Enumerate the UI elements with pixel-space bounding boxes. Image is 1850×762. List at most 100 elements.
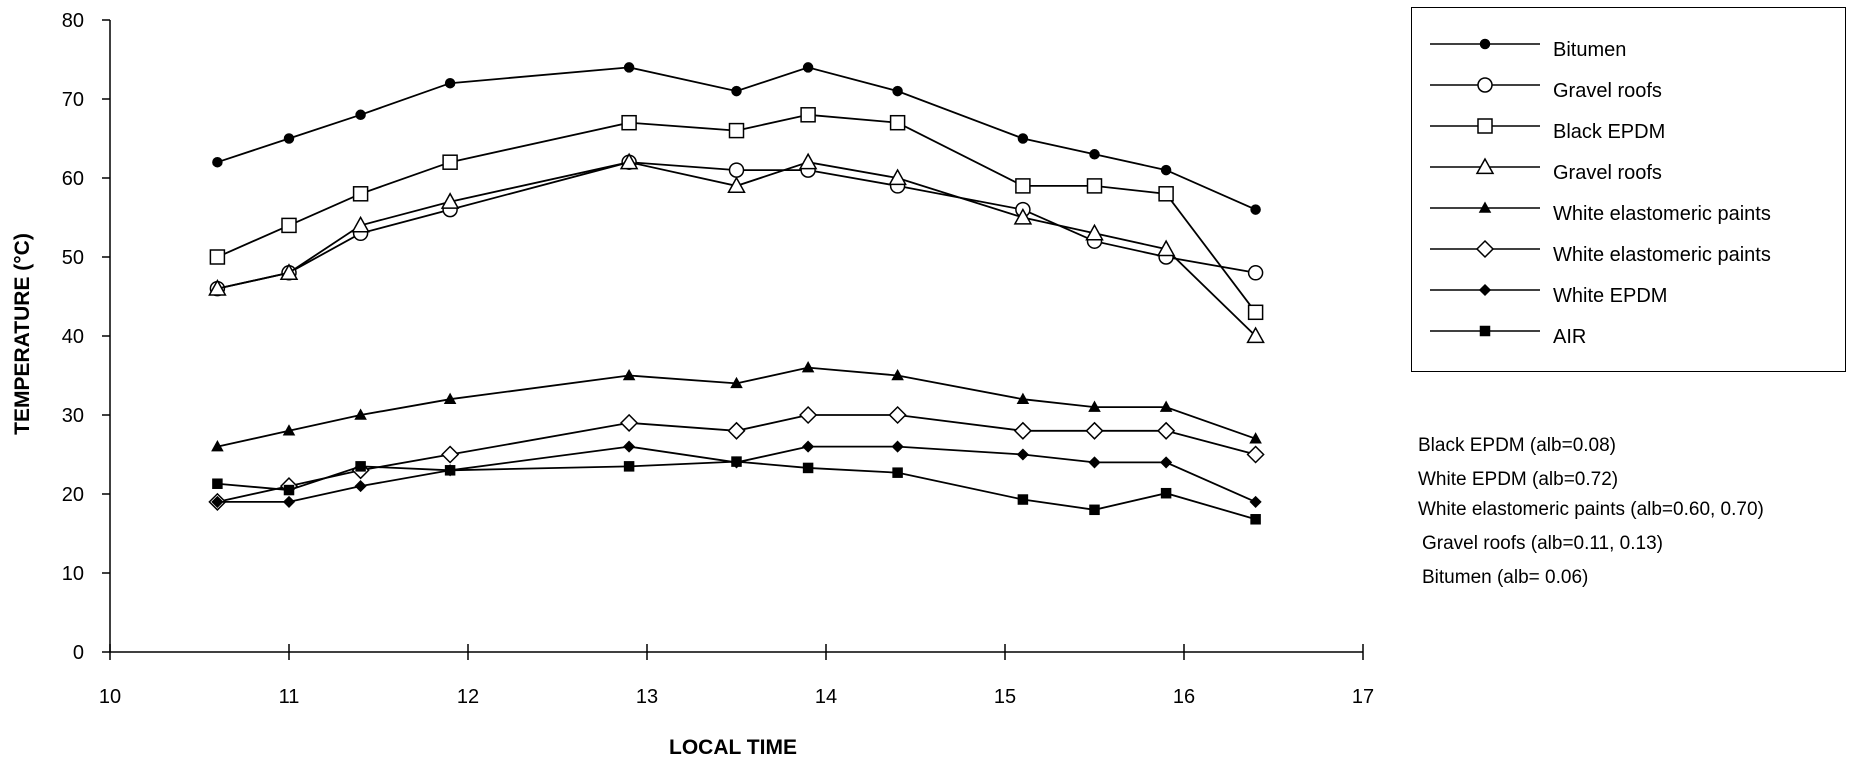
legend-swatch [1430,283,1540,297]
data-point [283,133,295,144]
data-point [1016,392,1030,404]
legend: Bitumen Gravel roofs Black EPDM Gravel roof… [1411,7,1846,372]
x-tick-label: 17 [1352,686,1374,708]
series-7 [212,456,1261,525]
data-point [1013,207,1033,225]
data-point [211,495,224,508]
data-point [281,217,297,234]
data-point [1089,504,1100,516]
data-point [282,495,296,508]
legend-label: White elastomeric paints [1553,244,1771,266]
legend-item: White EPDM [1412,275,1845,316]
data-point [1086,178,1103,194]
data-point [352,186,369,202]
legend-marker [1477,77,1493,93]
x-tick-label: 16 [1173,686,1195,708]
data-point [620,413,639,432]
x-tick-label: 14 [815,686,837,708]
data-point [282,424,296,436]
legend-label: Black EPDM [1553,121,1666,143]
legend-swatch [1430,201,1540,213]
series-line [217,66,1256,211]
data-point [283,484,295,496]
data-point [802,62,814,73]
legend-item: Gravel roofs [1412,70,1845,111]
data-point [443,392,457,404]
legend-swatch [1430,77,1540,93]
data-point [727,176,746,194]
data-point [888,405,907,425]
data-point [889,114,906,131]
series-line [217,161,1256,290]
series-0 [212,62,1261,215]
legend-swatch [1430,157,1540,175]
legend-swatch [1430,118,1540,134]
data-point [621,114,637,131]
y-tick-label: 20 [62,484,84,506]
y-axis-label: TEMPERATURE (°C) [11,233,34,435]
data-point [1246,326,1265,344]
series-line [217,445,1256,503]
data-point [441,445,460,464]
data-point [1016,448,1029,461]
axes: 0 10 20 30 40 50 60 70 80 10 11 12 13 14 15 16 17 [62,10,1374,708]
y-tick-label: 30 [62,405,84,427]
data-point [1085,223,1104,241]
data-point [1159,400,1173,412]
albedo-note: Bitumen (alb= 0.06) [1422,567,1589,588]
y-tick-label: 40 [62,326,84,348]
x-tick-label: 13 [636,686,658,708]
legend-label: Gravel roofs [1553,162,1662,184]
series-4 [211,361,1262,452]
x-axis-label: LOCAL TIME [669,736,797,759]
data-point [802,440,815,453]
data-point [731,456,742,467]
series-line [217,113,1257,313]
data-point [891,440,904,453]
data-point [444,465,456,476]
data-point [1013,421,1032,440]
data-point [623,440,636,453]
series-line [217,414,1256,503]
data-point [1249,495,1262,508]
series-3 [208,152,1265,344]
data-point [440,192,460,209]
data-point [355,461,366,472]
data-point [892,467,903,478]
data-point [354,480,367,493]
data-point [800,107,816,123]
line-chart: 0 10 20 30 40 50 60 70 80 10 11 12 13 14 15 16 17 LOCAL … [11,10,1374,759]
legend-label: White elastomeric paints [1553,203,1771,225]
data-point [1089,149,1100,160]
series-1 [209,154,1264,297]
data-point [619,152,639,170]
data-point [1160,487,1172,499]
data-point [798,152,818,170]
data-point [1017,133,1029,144]
albedo-note: Black EPDM (alb=0.08) [1418,435,1616,456]
data-point [208,279,227,296]
data-point [1017,494,1029,505]
data-point [355,109,366,121]
data-point [212,156,223,168]
data-point [211,440,224,452]
y-tick-label: 80 [62,10,84,32]
legend-marker [1478,283,1492,297]
data-point [1247,304,1264,321]
legend-item: Gravel roofs [1412,152,1845,193]
albedo-note: Gravel roofs (alb=0.11, 0.13) [1422,533,1663,554]
legend-item: White elastomeric paints [1412,234,1845,275]
legend-swatch [1430,239,1540,259]
data-point [1250,204,1261,215]
data-point [212,478,223,489]
y-tick-label: 70 [62,89,84,111]
data-point [730,376,743,389]
y-tick-label: 60 [62,168,84,190]
legend-marker [1475,239,1495,259]
data-point [1156,239,1176,257]
data-point [801,361,815,373]
legend-marker [1477,118,1493,134]
data-point [1160,456,1173,469]
data-point [728,122,745,139]
data-point [802,462,814,474]
